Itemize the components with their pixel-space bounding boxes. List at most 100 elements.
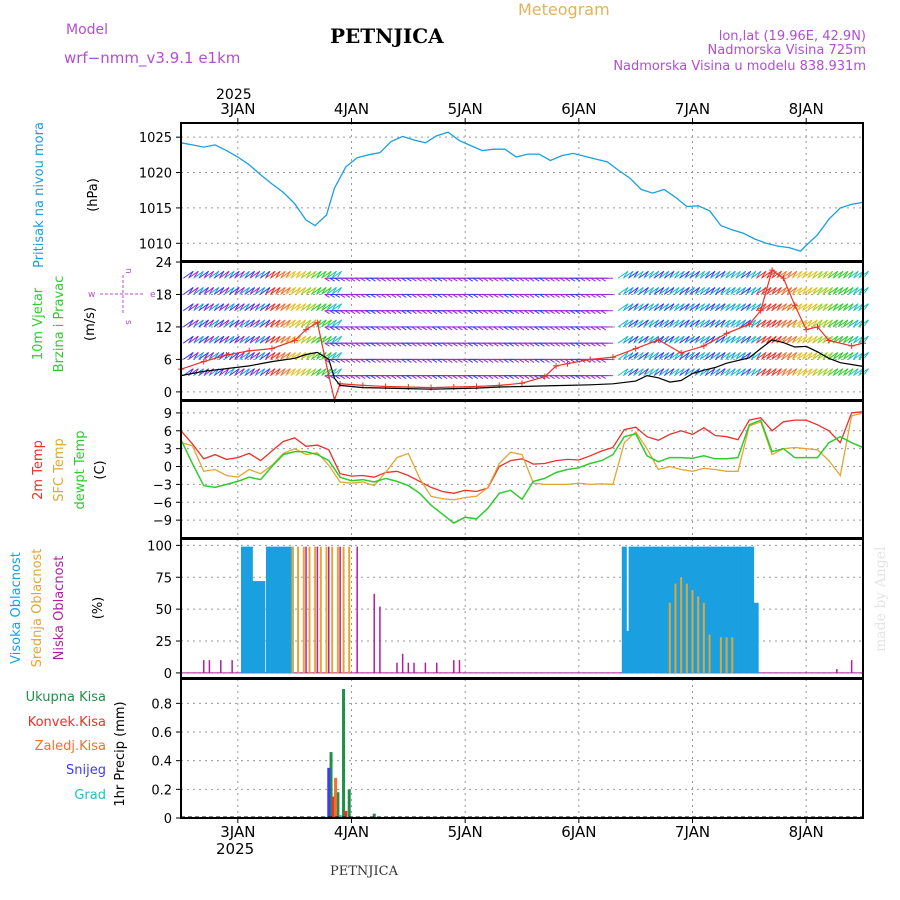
wind-arrow-head [436,358,443,363]
wind-arrow-head [659,270,665,278]
wind-arrow-head [595,326,601,331]
wind-arrow-head [818,287,823,294]
wind-arrow-head [260,270,266,278]
wind-arrow-head [360,277,366,282]
cloud-mid-bar [291,546,294,673]
wind-arrow-head [477,358,484,363]
wind-arrow [679,335,690,344]
wind-arrow-head [498,342,504,347]
wind-arrow-head [250,368,256,375]
wind-arrow-head [375,294,381,298]
wind-arrow-head [674,368,680,375]
wind-arrow [668,319,680,328]
cloud-mid-bar [331,546,334,673]
wind-arrow-head [715,303,721,310]
wind-arrow-head [638,335,644,343]
cloud-high-bar [649,546,655,673]
wind-arrow-head [659,287,665,294]
wind-arrow-head [797,335,803,343]
wind-arrow-head [595,294,601,298]
wind-arrow [694,270,706,279]
y-tick-label: −3 [153,478,172,493]
wind-arrow [315,368,327,377]
wind-arrow [300,368,312,377]
cloud-low-bar [208,660,211,673]
wind-arrow-head [442,342,448,347]
wind-arrow-head [766,319,772,327]
wind-arrow-head [818,352,823,359]
wind-arrow [709,368,721,377]
wind-arrow-head [301,270,307,278]
wind-arrow [254,368,266,377]
wind-arrow-head [457,342,463,347]
wind-arrow-head [674,270,680,278]
wind-arrow-head [654,287,660,294]
wind-arrow [704,270,716,279]
wind-arrow-head [498,277,504,282]
wind-arrow-head [518,294,525,298]
wind-arrow [182,352,194,360]
wind-arrow [658,287,670,295]
wind-arrow [684,270,695,279]
wind-arrow [786,335,798,344]
precip-legend-item: Konvek.Kisa [28,715,106,730]
wind-arrow-head [756,335,762,343]
wind-arrow-head [741,303,747,310]
wind-arrow-head [746,352,752,359]
wind-arrow-head [539,277,545,282]
wind-arrow [193,335,204,344]
wind-arrow [668,270,680,279]
wind-arrow-head [306,270,312,278]
wind-arrow-head [705,368,711,375]
wind-arrow-head [436,277,443,282]
wind-arrow [771,270,782,279]
wind-arrow [305,352,317,360]
wind-arrow-head [229,303,235,310]
wind-arrow-head [628,368,634,375]
wind-arrow-head [518,342,525,347]
wind-arrow [776,335,787,344]
cloud-high-bar [641,546,647,673]
wind-arrow [648,303,660,312]
wind-arrow-head [843,303,849,310]
wind-arrow [801,335,813,344]
wind-arrow-head [802,270,808,278]
wind-arrow-head [280,335,286,343]
wind-arrow-head [401,342,407,347]
wind-arrow-head [664,287,670,294]
wind-arrow-head [575,310,581,315]
wind-arrow-head [457,294,463,298]
wind-arrow [776,368,787,377]
wind-arrow-head [628,287,634,294]
wind-arrow-head [270,270,276,278]
wind-arrow-head [255,319,261,327]
wind-arrow-head [761,352,767,359]
wind-arrow [239,303,250,312]
wind-arrow-head [807,270,813,278]
wind-arrow [234,303,245,312]
wind-arrow-head [756,270,762,278]
wind-arrow [331,287,342,295]
wind-arrow-head [554,294,560,298]
wind-arrow-head [644,368,649,375]
wind-arrow [745,319,757,328]
wind-arrow-head [787,335,793,343]
wind-arrow [300,270,312,279]
wind-arrow-head [554,342,560,347]
wind-arrow [822,270,833,279]
wind-arrow [213,287,225,295]
wind-arrow-head [812,319,818,327]
wind-arrow-head [321,270,327,278]
wind-arrow-head [193,303,199,310]
wind-arrow-head [296,303,302,310]
cloud-high-bar [645,546,651,673]
wind-arrow-head [705,352,711,359]
wind-arrow-head [751,287,757,294]
wind-arrow-head [700,319,706,327]
wind-arrow-head [193,287,199,294]
wind-arrow-head [385,277,392,282]
wind-arrow [766,303,777,312]
wind-arrow-head [508,342,514,347]
wind-arrow-head [219,287,225,294]
y-tick-label: 0.8 [151,697,172,712]
